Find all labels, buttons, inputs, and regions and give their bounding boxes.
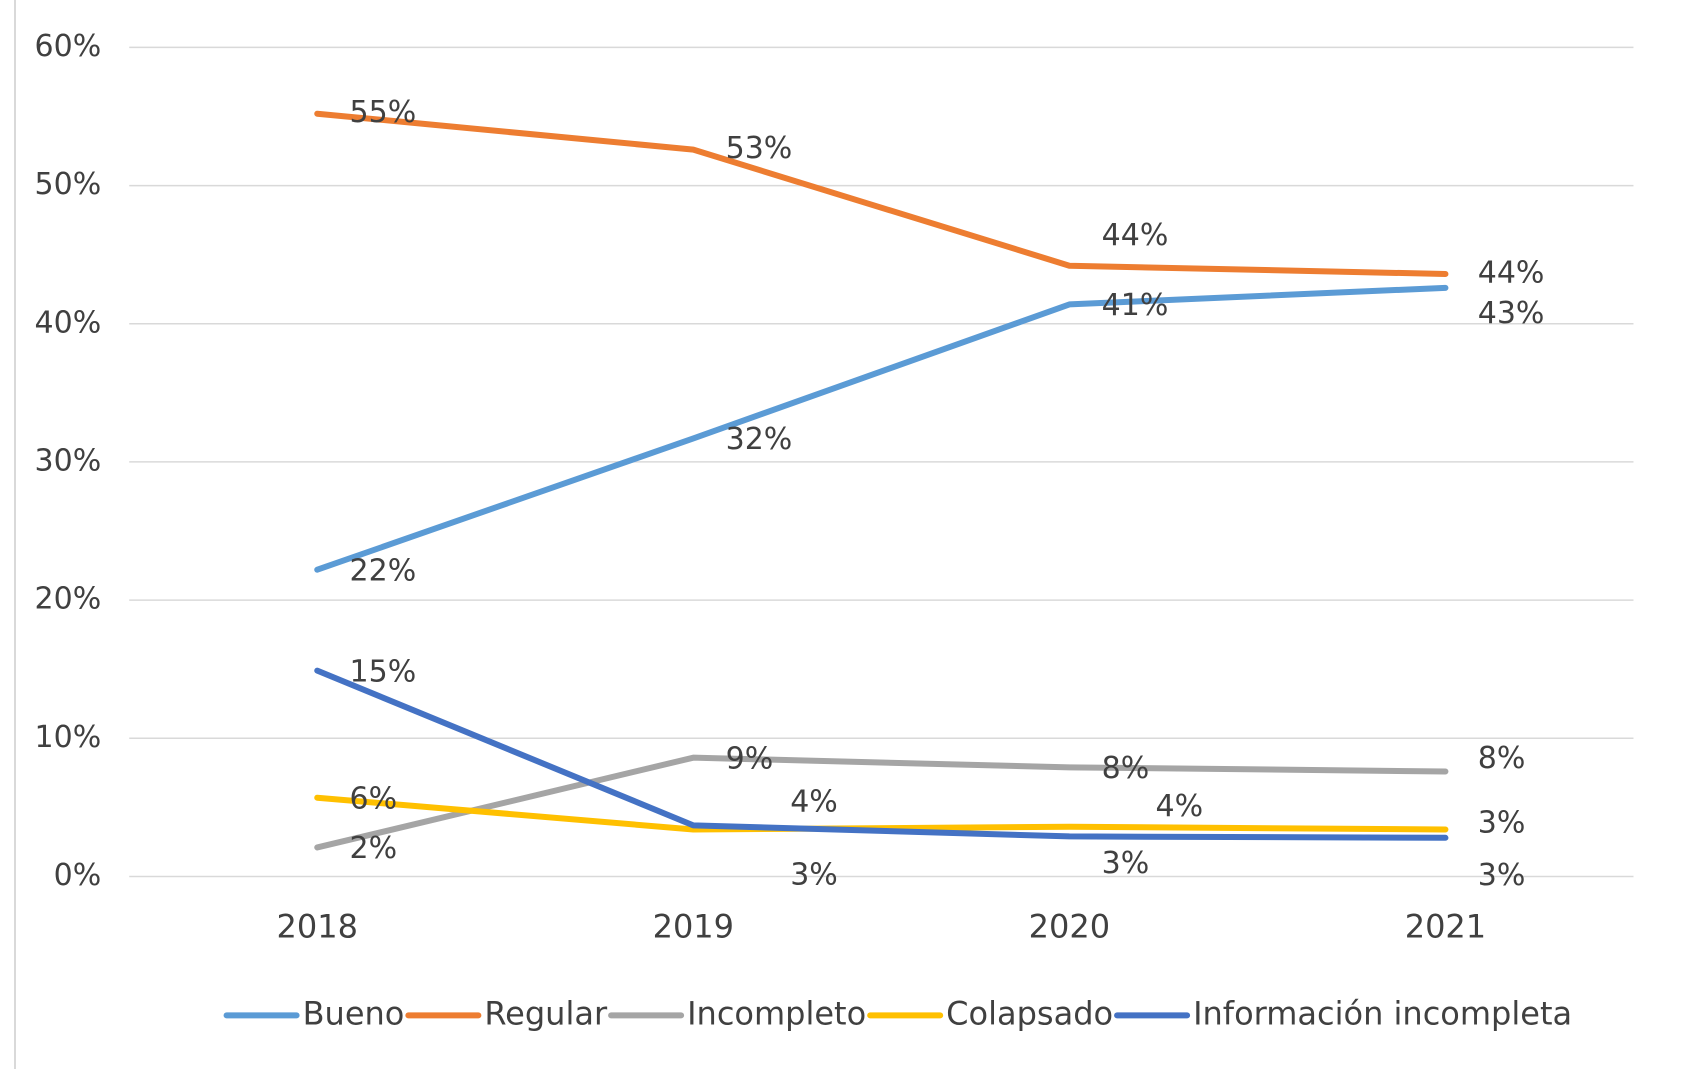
data-label: 6% (350, 781, 398, 816)
data-label: 41% (1102, 288, 1169, 323)
data-label: 4% (1156, 789, 1204, 824)
x-tick-label: 2021 (1405, 907, 1486, 945)
data-label: 55% (350, 95, 417, 130)
y-tick-label: 0% (54, 858, 102, 893)
series-line (314, 284, 1449, 573)
data-label: 4% (790, 784, 838, 819)
data-label: 3% (1478, 858, 1526, 893)
data-label: 22% (350, 553, 417, 588)
x-tick-label: 2019 (653, 907, 734, 945)
data-label: 44% (1478, 256, 1545, 291)
series-line (314, 667, 1449, 841)
x-tick-label: 2020 (1029, 907, 1110, 945)
series-line (314, 794, 1449, 833)
data-label: 3% (1478, 806, 1526, 841)
data-label: 8% (1102, 751, 1150, 786)
legend-label: Información incompleta (1193, 994, 1572, 1032)
y-tick-label: 60% (35, 29, 102, 64)
series-line (314, 110, 1449, 278)
y-tick-label: 10% (35, 720, 102, 755)
x-tick-label: 2018 (277, 907, 358, 945)
legend-label: Colapsado (946, 994, 1113, 1032)
data-label: 3% (790, 857, 838, 892)
y-tick-label: 30% (35, 443, 102, 478)
legend-label: Regular (484, 994, 608, 1032)
series-line (314, 754, 1449, 851)
data-label: 15% (350, 654, 417, 689)
y-tick-label: 50% (35, 167, 102, 202)
data-label: 9% (726, 741, 774, 776)
legend-label: Bueno (303, 994, 405, 1032)
data-label: 3% (1102, 846, 1150, 881)
data-label: 2% (350, 831, 398, 866)
data-label: 32% (726, 422, 793, 457)
data-label: 8% (1478, 741, 1526, 776)
chart-border (14, 0, 16, 1069)
data-label: 53% (726, 131, 793, 166)
y-tick-label: 40% (35, 305, 102, 340)
data-label: 43% (1478, 296, 1545, 331)
data-label: 44% (1102, 218, 1169, 253)
legend-label: Incompleto (687, 994, 866, 1032)
y-tick-label: 20% (35, 582, 102, 617)
